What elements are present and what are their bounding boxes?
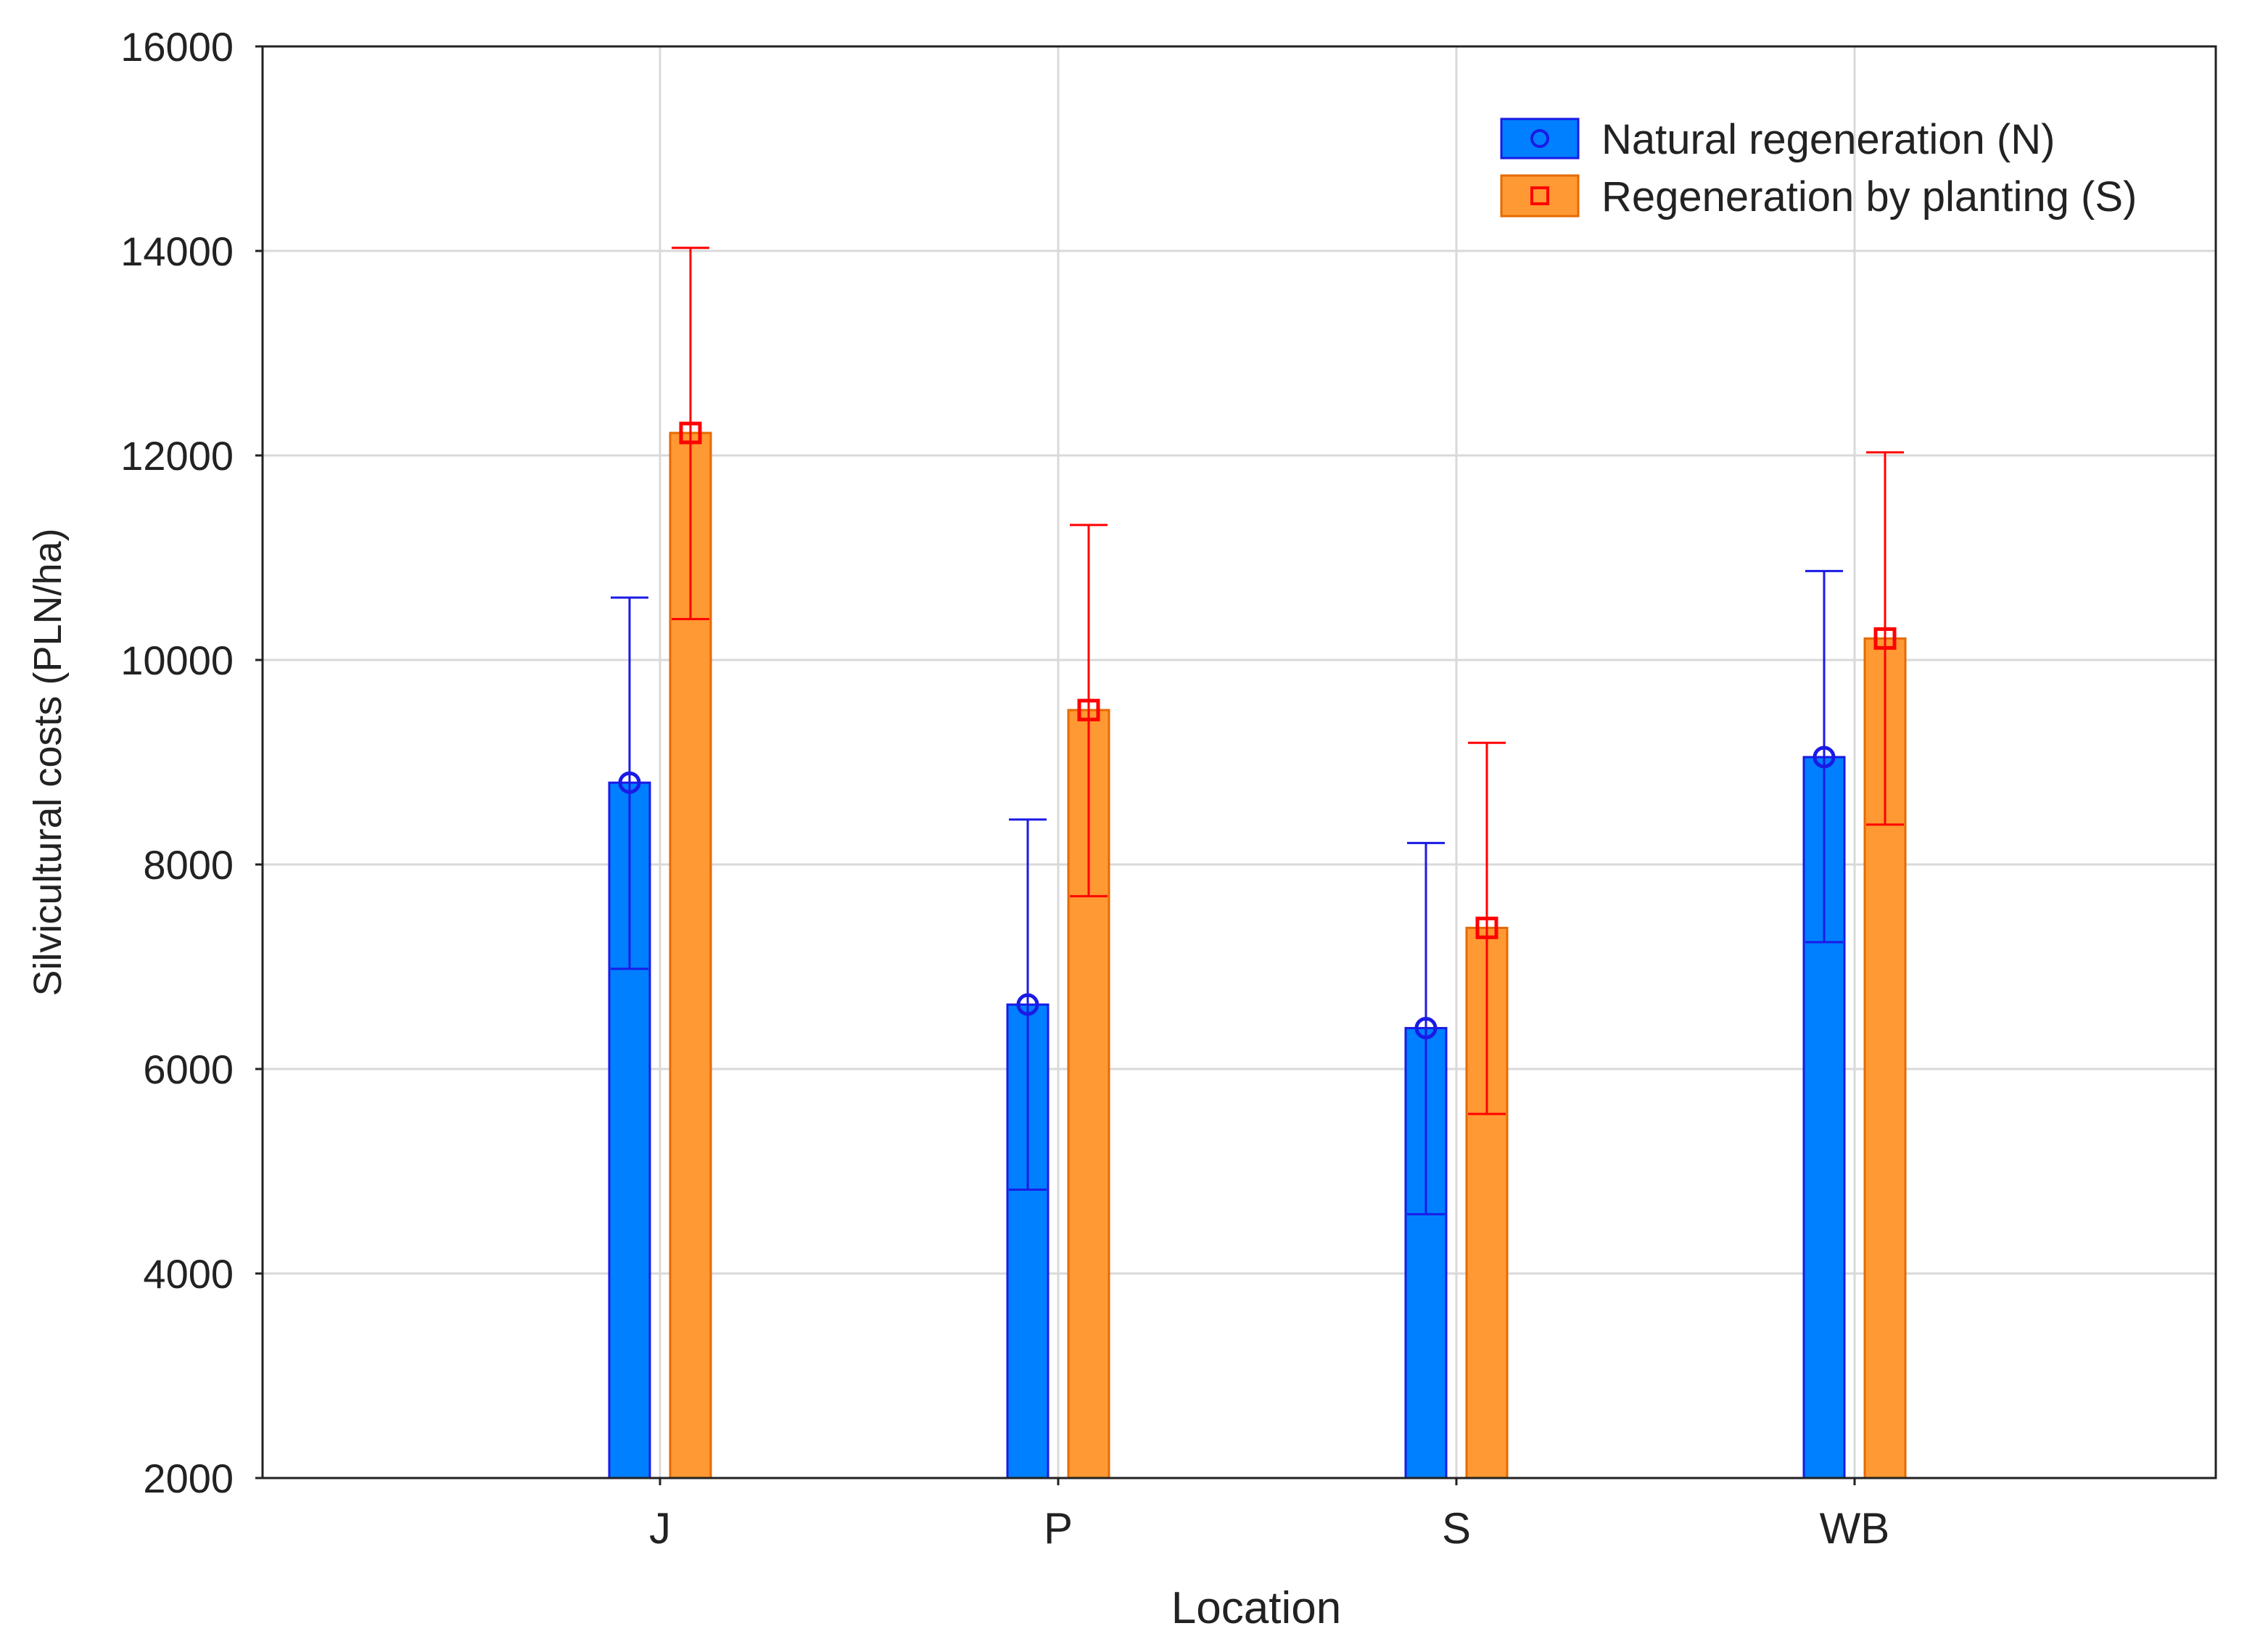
- legend-marker-circle: [1530, 129, 1549, 148]
- y-tick-label-6: 14000: [120, 228, 234, 274]
- y-tick-label-0: 2000: [143, 1456, 234, 1501]
- y-axis: 2000 4000 6000 8000 10000 12000 14000 16000: [120, 24, 263, 1501]
- x-axis-title: Location: [1171, 1583, 1341, 1633]
- grid: [263, 46, 2216, 1478]
- legend-label-natural: Natural regeneration (N): [1601, 116, 2055, 163]
- mean-marker-planting-P: [1077, 698, 1100, 722]
- mean-marker-natural-S: [1414, 1017, 1438, 1040]
- legend: Natural regeneration (N) Regeneration by…: [1500, 116, 2137, 220]
- y-tick-label-4: 10000: [120, 637, 234, 683]
- plot-frame: [261, 45, 2217, 1479]
- mean-marker-natural-P: [1016, 993, 1039, 1016]
- legend-marker-square: [1530, 186, 1549, 205]
- y-tick-label-1: 4000: [143, 1251, 234, 1297]
- x-tick-label-J: J: [649, 1504, 671, 1553]
- y-tick-label-5: 12000: [120, 433, 234, 479]
- legend-swatch-planting: [1500, 174, 1580, 218]
- x-tick-label-P: P: [1044, 1504, 1073, 1553]
- mean-marker-natural-J: [618, 771, 641, 794]
- legend-label-planting: Regeneration by planting (S): [1601, 173, 2137, 220]
- mean-marker-planting-J: [679, 421, 702, 445]
- y-tick-label-2: 6000: [143, 1047, 234, 1092]
- x-axis: J P S WB: [649, 1478, 1889, 1553]
- mean-marker-planting-S: [1475, 916, 1498, 939]
- y-tick-label-7: 16000: [120, 24, 234, 70]
- y-axis-title: Silvicultural costs (PLN/ha): [26, 528, 70, 996]
- x-tick-label-WB: WB: [1820, 1504, 1890, 1553]
- mean-marker-planting-WB: [1873, 627, 1897, 650]
- y-tick-label-3: 8000: [143, 842, 234, 888]
- x-tick-label-S: S: [1442, 1504, 1471, 1553]
- mean-marker-natural-WB: [1813, 746, 1836, 769]
- error-bars: [611, 247, 1904, 1215]
- legend-swatch-natural: [1500, 117, 1580, 160]
